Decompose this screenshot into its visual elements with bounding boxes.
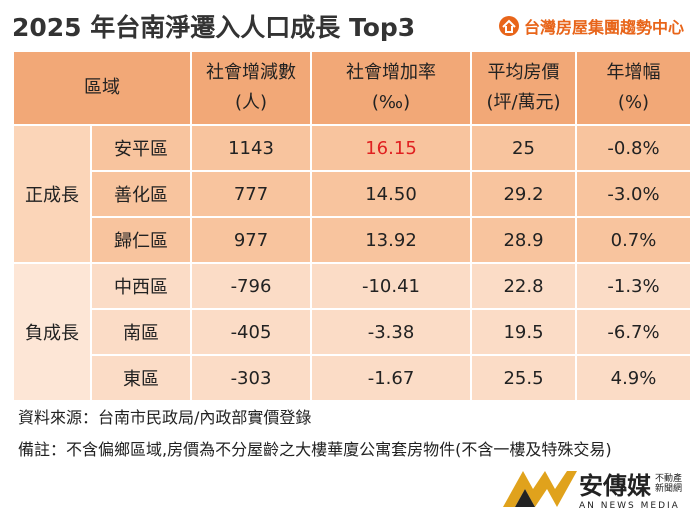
value-cell: -796 <box>190 262 312 310</box>
value-cell: -405 <box>190 308 312 356</box>
value-cell: -6.7% <box>575 308 692 356</box>
header-text: 平均房價 <box>487 62 560 83</box>
value-cell: 1143 <box>190 124 312 172</box>
header-cell: 平均房價 (坪/萬元) <box>470 50 577 126</box>
table-row: 正成長 安平區 1143 16.15 25 -0.8% <box>12 124 692 264</box>
value-cell: -1.3% <box>575 262 692 310</box>
source-logo: 台灣房屋集團趨勢中心 <box>498 14 684 38</box>
district-cell: 中西區 <box>90 262 192 310</box>
brand-english: AN NEWS MEDIA <box>578 501 680 511</box>
brand-tags: 不動產 新聞網 <box>655 474 682 494</box>
brand: 安傳媒 不動產 新聞網 AN NEWS MEDIA <box>501 466 682 511</box>
source-note: 資料來源：台南市民政局/內政部實價登錄 <box>18 408 312 427</box>
header-cell: 區域 <box>12 50 192 126</box>
brand-name: 安傳媒 <box>578 472 651 500</box>
header-text: (%) <box>617 92 650 113</box>
value-cell: 28.9 <box>470 216 577 264</box>
value-cell: -0.8% <box>575 124 692 172</box>
table-row: 負成長 中西區 -796 -10.41 22.8 -1.3% <box>12 262 692 402</box>
remark: 備註：不含偏鄉區域,房價為不分屋齡之大樓華廈公寓套房物件(不含一樓及特殊交易) <box>18 440 612 459</box>
header-text: 社會增減數 <box>206 62 296 83</box>
value-cell: 25 <box>470 124 577 172</box>
value-cell: -3.0% <box>575 170 692 218</box>
value-cell: 4.9% <box>575 354 692 402</box>
brand-tag: 新聞網 <box>654 483 682 494</box>
value-cell: 13.92 <box>310 216 472 264</box>
value-cell: 977 <box>190 216 312 264</box>
brand-text: 安傳媒 不動產 新聞網 AN NEWS MEDIA <box>579 466 682 511</box>
header-text: (人) <box>234 92 268 113</box>
data-table: 區域 社會增減數 (人) 社會增加率 (‰) 平均房價 (坪/萬元) 年增幅 (%) 正成長 安平… <box>12 50 692 402</box>
table-row: 南區 -405 -3.38 19.5 -6.7% <box>13 308 692 356</box>
brand-tag: 不動產 <box>654 473 682 484</box>
header-text: (坪/萬元) <box>486 92 561 113</box>
header-text: 年增幅 <box>606 62 661 83</box>
header-row: 區域 社會增減數 (人) 社會增加率 (‰) 平均房價 (坪/萬元) 年增幅 (%) <box>12 50 692 126</box>
value-cell: 22.8 <box>470 262 577 310</box>
group-cell: 正成長 <box>12 124 92 264</box>
value-cell: 25.5 <box>470 354 577 402</box>
value-cell: 19.5 <box>470 308 577 356</box>
brand-icon <box>502 470 577 507</box>
value-cell: 16.15 <box>310 124 472 172</box>
header-cell: 社會增加率 (‰) <box>310 50 472 126</box>
value-cell: -303 <box>190 354 312 402</box>
header-text: 區域 <box>84 77 120 98</box>
value-cell: 0.7% <box>575 216 692 264</box>
district-cell: 善化區 <box>90 170 192 218</box>
district-cell: 東區 <box>90 354 192 402</box>
value-cell: -10.41 <box>310 262 472 310</box>
value-cell: 29.2 <box>470 170 577 218</box>
logo-text: 台灣房屋集團趨勢中心 <box>523 18 684 37</box>
district-cell: 歸仁區 <box>90 216 192 264</box>
table-row: 歸仁區 977 13.92 28.9 0.7% <box>13 216 692 264</box>
value-cell: -1.67 <box>310 354 472 402</box>
header-text: 社會增加率 <box>346 62 436 83</box>
logo-icon <box>498 16 519 36</box>
header-cell: 年增幅 (%) <box>575 50 692 126</box>
value-cell: 777 <box>190 170 312 218</box>
value-cell: 14.50 <box>310 170 472 218</box>
title: 2025 年台南淨遷入人口成長 Top3 <box>12 13 416 42</box>
district-cell: 南區 <box>90 308 192 356</box>
value-cell: -3.38 <box>310 308 472 356</box>
header-cell: 社會增減數 (人) <box>190 50 312 126</box>
header-text: (‰) <box>371 92 411 113</box>
table-row: 善化區 777 14.50 29.2 -3.0% <box>13 170 692 218</box>
group-cell: 負成長 <box>12 262 92 402</box>
district-cell: 安平區 <box>90 124 192 172</box>
table-row: 東區 -303 -1.67 25.5 4.9% <box>13 354 692 402</box>
